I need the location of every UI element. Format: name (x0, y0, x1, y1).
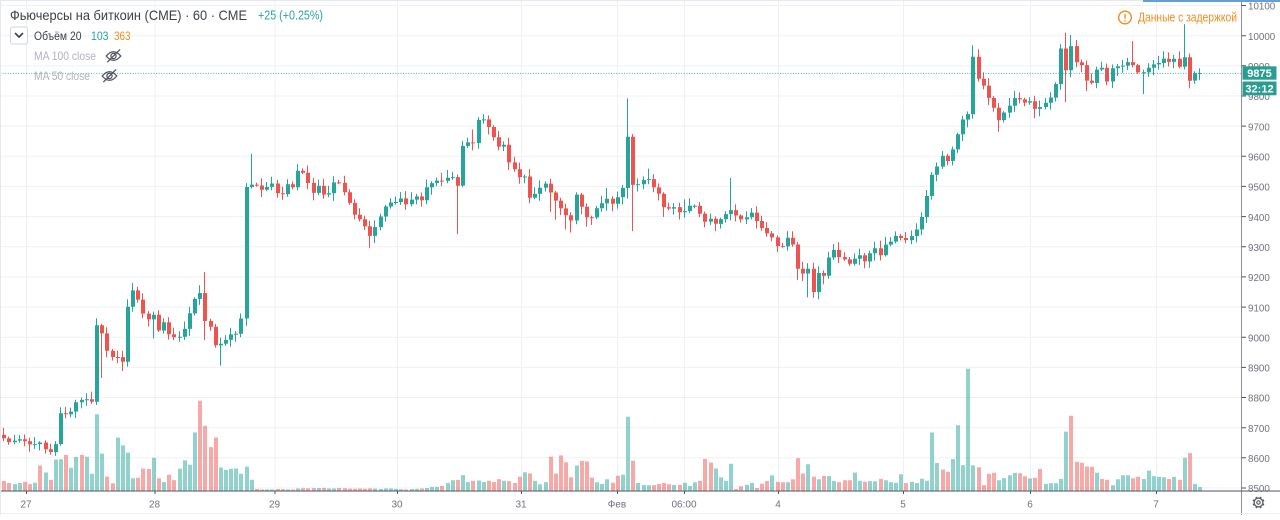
svg-text:29: 29 (269, 499, 281, 510)
svg-text:27: 27 (20, 499, 32, 510)
svg-text:MA 50 close: MA 50 close (34, 69, 90, 83)
svg-text:Фьючерсы на биткоин (CME) · 60: Фьючерсы на биткоин (CME) · 60 · CME (10, 7, 247, 23)
svg-text:5: 5 (900, 499, 906, 510)
svg-text:06:00: 06:00 (671, 499, 696, 510)
svg-text:9500: 9500 (1248, 183, 1270, 194)
svg-text:9600: 9600 (1248, 153, 1270, 164)
svg-text:9300: 9300 (1248, 243, 1270, 254)
svg-text:9875: 9875 (1247, 68, 1271, 80)
svg-text:+25 (+0.25%): +25 (+0.25%) (258, 9, 323, 23)
svg-text:9200: 9200 (1248, 273, 1270, 284)
svg-text:32:12: 32:12 (1245, 83, 1273, 95)
svg-text:9100: 9100 (1248, 303, 1270, 314)
svg-text:8600: 8600 (1248, 454, 1270, 465)
svg-text:30: 30 (391, 499, 403, 510)
svg-text:8500: 8500 (1248, 484, 1270, 495)
svg-text:28: 28 (149, 499, 161, 510)
svg-text:9700: 9700 (1248, 122, 1270, 133)
svg-text:4: 4 (775, 499, 781, 510)
svg-text:10100: 10100 (1248, 2, 1276, 13)
svg-text:6: 6 (1027, 499, 1033, 510)
svg-text:9400: 9400 (1248, 213, 1270, 224)
svg-text:9000: 9000 (1248, 333, 1270, 344)
svg-text:8800: 8800 (1248, 394, 1270, 405)
svg-text:Объём 20: Объём 20 (34, 29, 82, 43)
svg-text:8900: 8900 (1248, 364, 1270, 375)
svg-text:10000: 10000 (1248, 32, 1276, 43)
svg-text:8700: 8700 (1248, 424, 1270, 435)
svg-text:363: 363 (114, 29, 131, 43)
svg-text:9800: 9800 (1248, 92, 1270, 103)
svg-text:MA 100 close: MA 100 close (34, 49, 96, 63)
svg-text:Фев: Фев (608, 499, 626, 510)
svg-text:31: 31 (515, 499, 527, 510)
svg-text:103: 103 (91, 29, 109, 43)
svg-text:7: 7 (1153, 499, 1159, 510)
svg-text:Данные с задержкой: Данные с задержкой (1138, 11, 1237, 25)
